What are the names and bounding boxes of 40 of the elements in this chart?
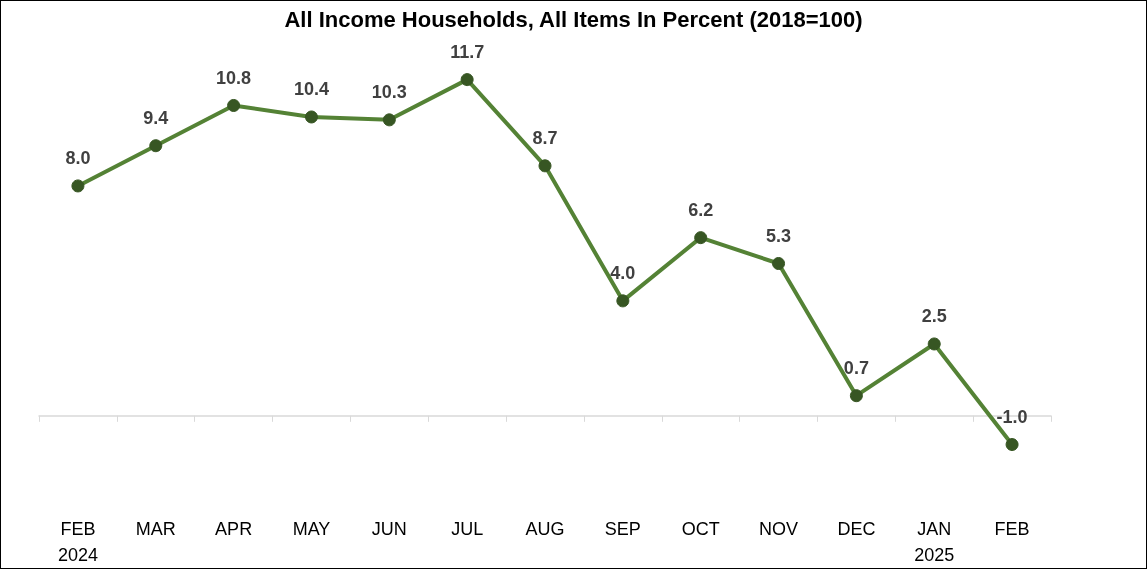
data-label: -1.0 (996, 407, 1028, 428)
data-label: 6.2 (688, 200, 714, 221)
data-label: 11.7 (450, 42, 485, 63)
data-label: 8.7 (532, 128, 558, 149)
point (538, 159, 552, 173)
x-tick-label: JAN 2025 (914, 519, 955, 565)
point (694, 231, 708, 245)
point (927, 337, 941, 351)
x-tick-label: NOV (759, 519, 799, 539)
point (304, 110, 318, 124)
point (616, 294, 630, 308)
point (227, 98, 241, 112)
x-tick-label: FEB 2024 (57, 519, 98, 565)
data-label: 10.3 (371, 82, 407, 103)
x-tick-label: JUN (371, 519, 407, 539)
x-tick-label: FEB (994, 519, 1030, 539)
chart-title: All Income Households, All Items In Percent (2018=100) (284, 6, 863, 32)
point (849, 389, 863, 403)
data-label: 4.0 (610, 263, 636, 284)
x-tick-label: AUG (525, 519, 565, 539)
data-label: 5.3 (766, 226, 792, 247)
x-tick-label: SEP (604, 519, 641, 539)
x-tick-label: JUL (451, 519, 484, 539)
data-label: 9.4 (143, 108, 169, 129)
point (382, 113, 396, 127)
x-tick-label: DEC (837, 519, 876, 539)
point (460, 73, 474, 87)
data-label: 8.0 (65, 148, 91, 169)
data-label: 10.8 (216, 67, 252, 88)
point (772, 257, 786, 271)
data-label: 0.7 (843, 358, 869, 379)
point (149, 139, 163, 153)
data-label: 2.5 (921, 306, 947, 327)
data-label: 10.4 (293, 79, 329, 100)
x-tick-label: OCT (681, 519, 720, 539)
x-tick-label: APR (215, 519, 253, 539)
x-tick-label: MAR (135, 519, 176, 539)
point (1005, 438, 1019, 452)
x-tick-label: MAY (292, 519, 331, 539)
point (71, 179, 85, 193)
